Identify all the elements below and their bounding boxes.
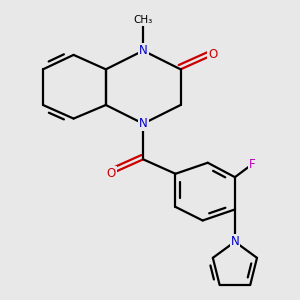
Text: F: F [249, 158, 255, 171]
Text: N: N [230, 235, 239, 248]
Text: O: O [208, 48, 218, 62]
Text: CH₃: CH₃ [134, 15, 153, 25]
Text: N: N [139, 117, 148, 130]
Text: N: N [139, 44, 148, 57]
Text: O: O [106, 167, 116, 180]
